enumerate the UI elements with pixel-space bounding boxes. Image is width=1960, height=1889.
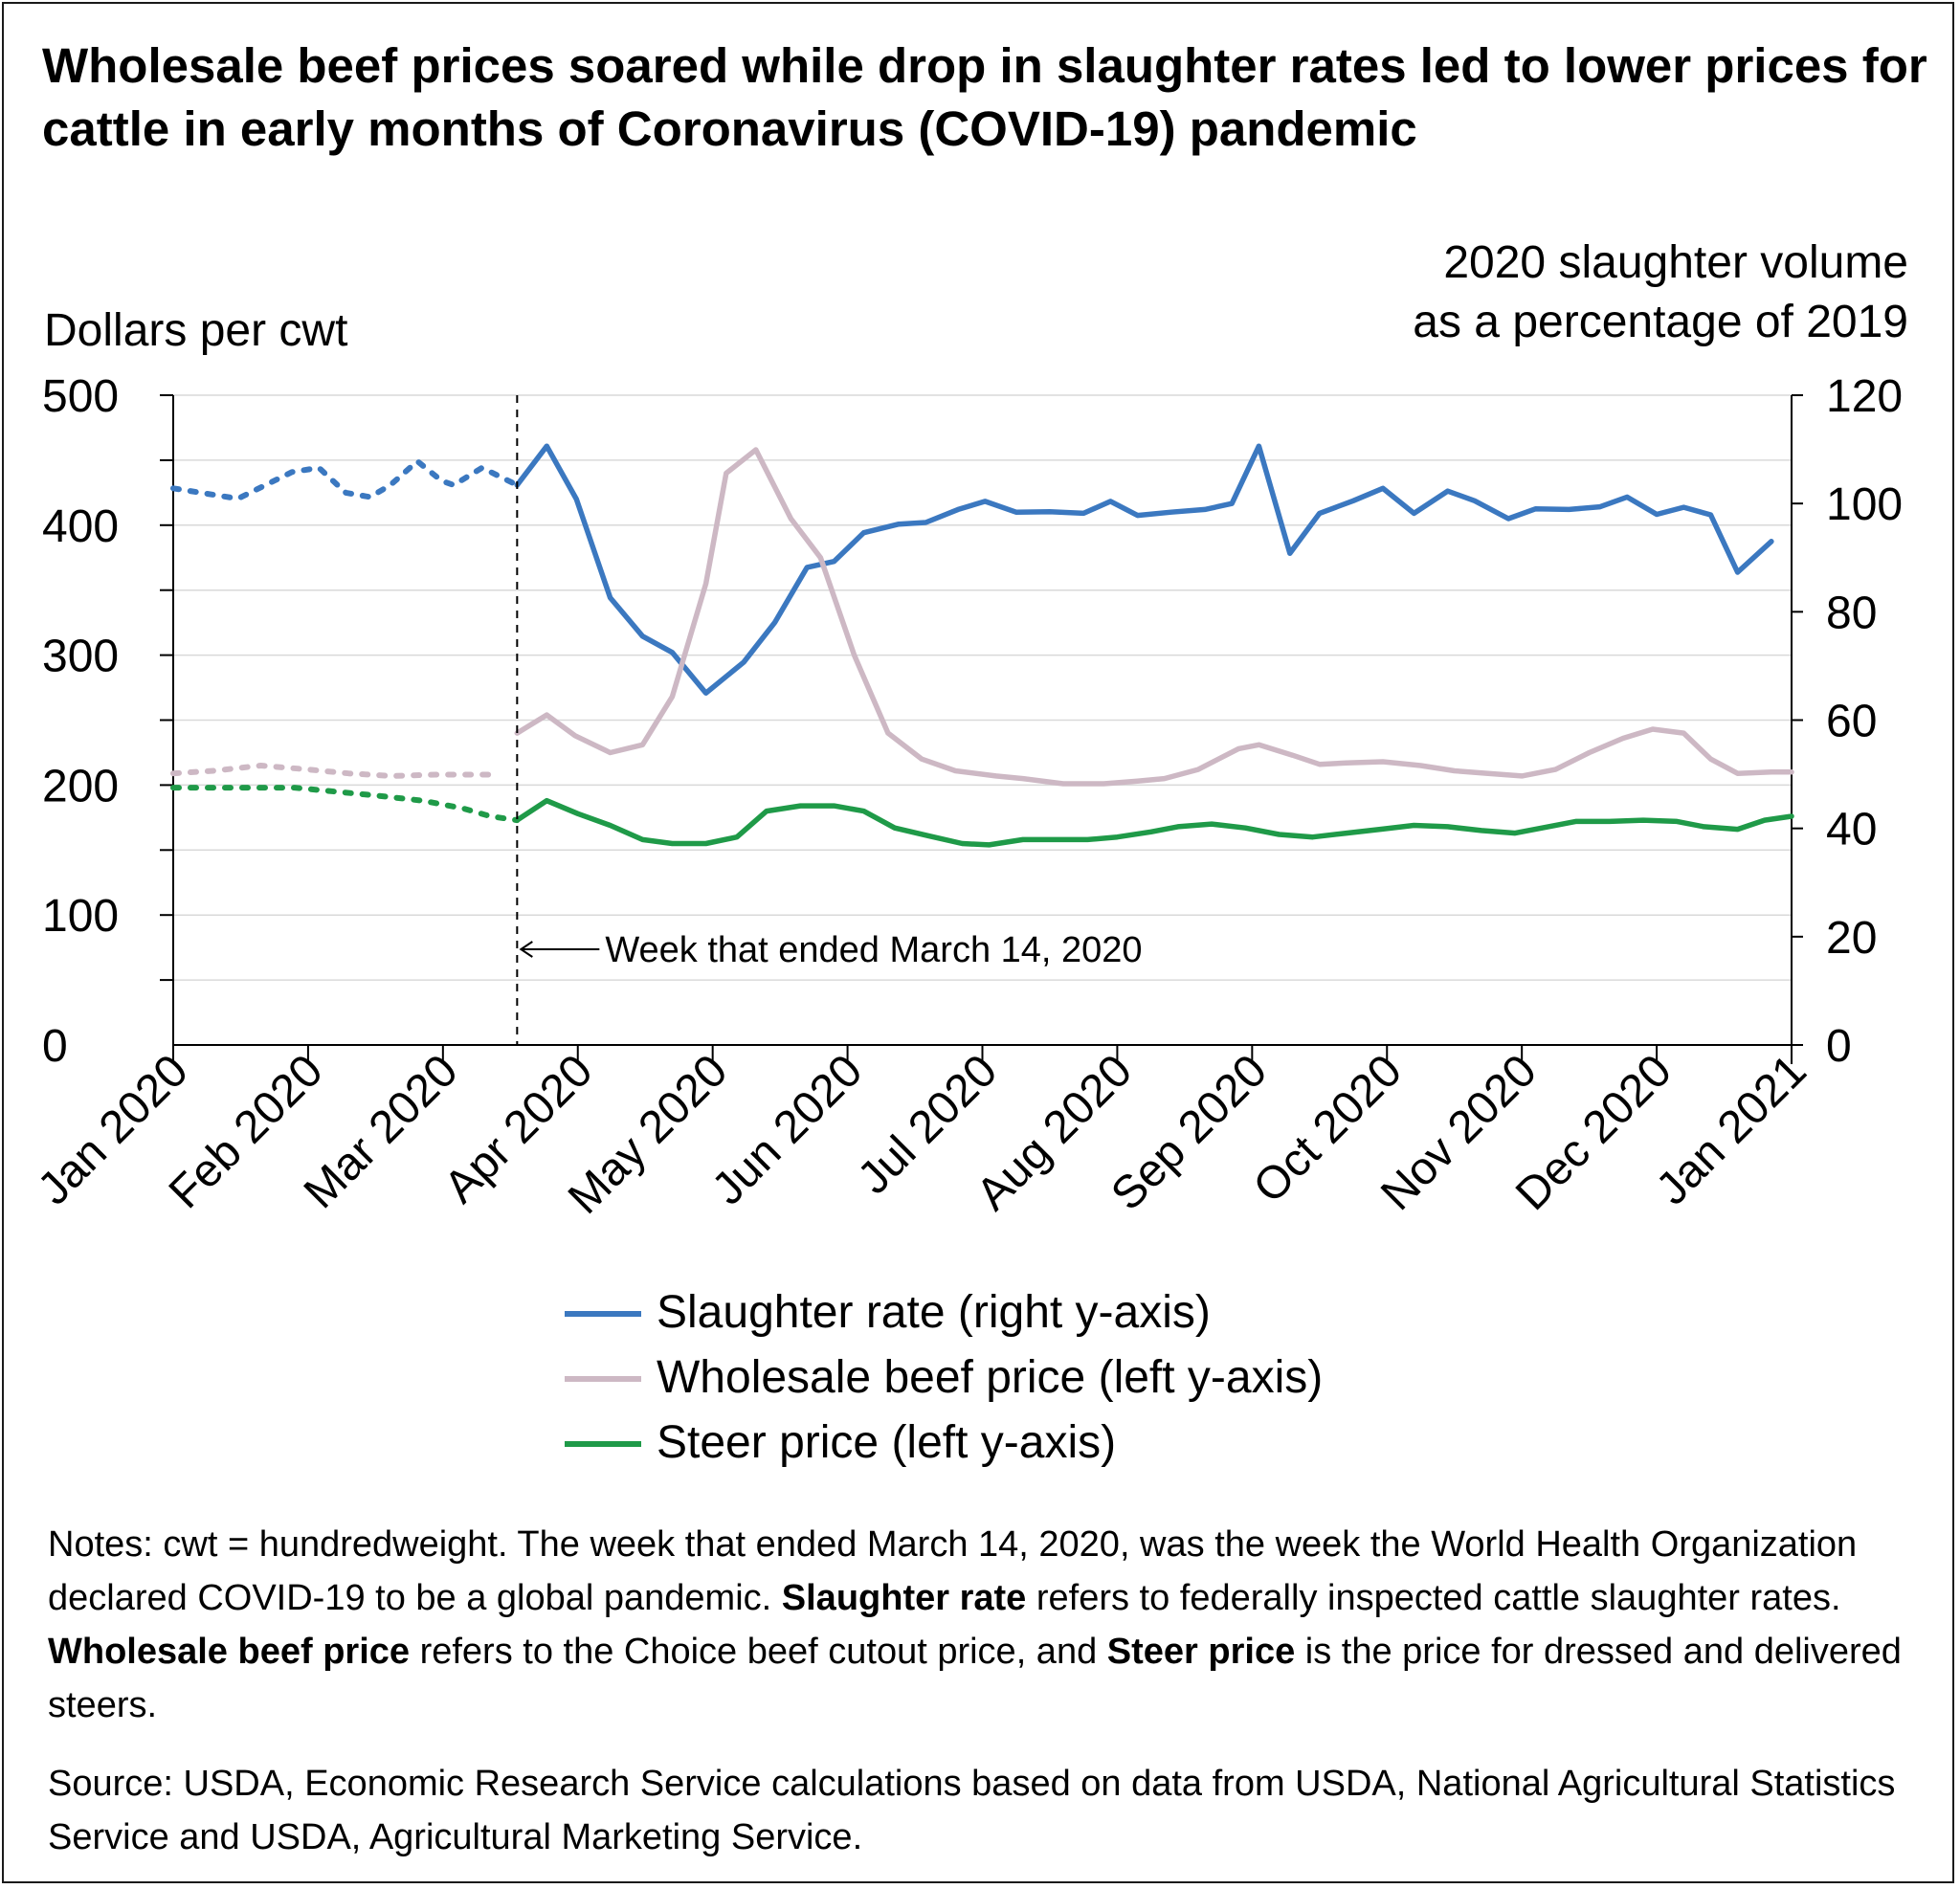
notes: Notes: cwt = hundredweight. The week tha… <box>48 1518 1924 1732</box>
annotation-text: Week that ended March 14, 2020 <box>605 930 1142 970</box>
chart-title: Wholesale beef prices soared while drop … <box>42 38 1927 156</box>
right-tick-label: 120 <box>1826 371 1903 422</box>
gridlines <box>160 394 1792 982</box>
annotation-arrowhead <box>519 941 533 958</box>
series-wholesale-beef-price-dotted <box>170 763 494 779</box>
left-axis-ticks: 0 100 200 300 400 500 <box>42 371 119 1072</box>
source-note: Source: USDA, Economic Research Service … <box>48 1764 1896 1857</box>
right-axis-title-line1: 2020 slaughter volume <box>1443 237 1908 288</box>
notes-text-3: refers to the Choice beef cutout price, … <box>410 1632 1107 1672</box>
right-tick-label: 0 <box>1826 1021 1852 1072</box>
legend-label-slaughter-rate: Slaughter rate (right y-axis) <box>657 1287 1211 1338</box>
legend-swatch-steer-price <box>565 1441 641 1447</box>
left-tick-label: 0 <box>42 1021 68 1072</box>
series-wholesale-beef-price-line <box>514 447 1794 787</box>
x-tick-label: Jan 2021 <box>1647 1045 1816 1214</box>
left-axis-title: Dollars per cwt <box>44 305 348 356</box>
left-tick-label: 200 <box>42 761 119 811</box>
right-tick-label: 40 <box>1826 805 1877 856</box>
annotation: Week that ended March 14, 2020 <box>516 395 1143 1045</box>
notes-text-2: refers to federally inspected cattle sla… <box>1026 1578 1841 1618</box>
right-tick-label: 20 <box>1826 913 1877 964</box>
series-slaughter-rate-dotted <box>170 458 521 502</box>
left-tick-label: 300 <box>42 632 119 682</box>
series-steer-price-line <box>514 797 1794 848</box>
left-tick-label: 500 <box>42 371 119 422</box>
notes-bold-wholesale-beef-price: Wholesale beef price <box>48 1632 411 1672</box>
x-tick-label: Jun 2020 <box>702 1045 872 1214</box>
legend-swatch-wholesale-beef-price <box>565 1376 641 1382</box>
notes-bold-slaughter-rate: Slaughter rate <box>781 1578 1027 1618</box>
right-tick-label: 100 <box>1826 479 1903 530</box>
notes-text-1: Notes: cwt = hundredweight. The week tha… <box>48 1524 1858 1618</box>
right-axis-title: 2020 slaughter volume as a percentage of… <box>1413 233 1908 352</box>
right-axis-title-line2: as a percentage of 2019 <box>1413 297 1908 347</box>
legend-swatch-slaughter-rate <box>565 1311 641 1317</box>
series-slaughter-rate-line <box>514 443 1774 696</box>
left-tick-label: 100 <box>42 891 119 942</box>
legend-label-steer-price: Steer price (left y-axis) <box>657 1417 1117 1468</box>
left-tick-label: 400 <box>42 501 119 552</box>
notes-text-4: is the price for dressed and delivered s… <box>48 1632 1902 1725</box>
right-tick-label: 60 <box>1826 697 1877 747</box>
right-axis-ticks: 0 20 40 60 80 100 120 <box>1792 371 1903 1072</box>
legend-label-wholesale-beef-price: Wholesale beef price (left y-axis) <box>657 1352 1324 1403</box>
notes-bold-steer-price: Steer price <box>1106 1632 1296 1672</box>
series-steer-price-dotted <box>170 785 521 824</box>
series-layer <box>170 443 1794 848</box>
right-tick-label: 80 <box>1826 588 1877 638</box>
